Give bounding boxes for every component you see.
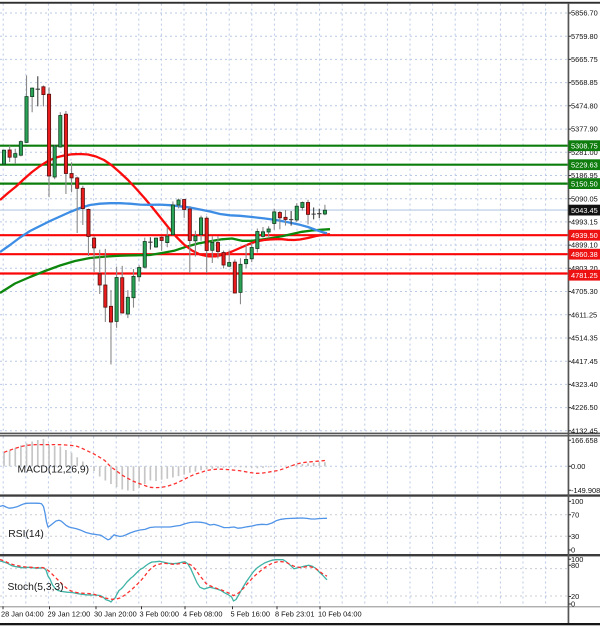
- svg-text:4939.50: 4939.50: [571, 231, 598, 240]
- svg-text:MACD(12,26,9): MACD(12,26,9): [18, 465, 90, 476]
- svg-text:100: 100: [571, 497, 583, 506]
- svg-text:4781.25: 4781.25: [571, 271, 598, 280]
- svg-text:4803.20: 4803.20: [571, 264, 598, 273]
- svg-text:100: 100: [571, 555, 583, 564]
- svg-text:29 Jan 12:00: 29 Jan 12:00: [48, 610, 91, 619]
- svg-text:8 Feb 23:01: 8 Feb 23:01: [275, 610, 314, 619]
- svg-text:5150.50: 5150.50: [571, 179, 598, 188]
- svg-text:5308.75: 5308.75: [571, 142, 598, 151]
- svg-text:4514.35: 4514.35: [571, 334, 598, 343]
- svg-text:0: 0: [571, 546, 575, 555]
- svg-text:5377.90: 5377.90: [571, 125, 598, 134]
- svg-text:4705.30: 4705.30: [571, 287, 598, 296]
- svg-text:5856.70: 5856.70: [571, 9, 598, 18]
- svg-text:4132.45: 4132.45: [571, 426, 598, 435]
- svg-text:5 Feb 16:00: 5 Feb 16:00: [231, 610, 270, 619]
- svg-text:4860.38: 4860.38: [571, 250, 598, 259]
- svg-text:30: 30: [571, 532, 579, 541]
- svg-text:10 Feb 04:00: 10 Feb 04:00: [318, 610, 362, 619]
- svg-text:5090.05: 5090.05: [571, 194, 598, 203]
- svg-text:5043.45: 5043.45: [571, 206, 598, 215]
- svg-text:80: 80: [571, 561, 579, 570]
- svg-text:0.00: 0.00: [571, 462, 585, 471]
- svg-text:30 Jan 20:00: 30 Jan 20:00: [94, 610, 137, 619]
- svg-text:20: 20: [571, 592, 579, 601]
- svg-text:RSI(14): RSI(14): [8, 529, 43, 540]
- svg-text:0: 0: [571, 600, 575, 609]
- svg-text:4417.45: 4417.45: [571, 357, 598, 366]
- svg-text:3 Feb 00:00: 3 Feb 00:00: [140, 610, 179, 619]
- svg-text:4993.15: 4993.15: [571, 218, 598, 227]
- svg-text:5186.95: 5186.95: [571, 171, 598, 180]
- svg-text:5229.63: 5229.63: [571, 161, 598, 170]
- svg-text:4611.25: 4611.25: [571, 310, 597, 319]
- svg-text:Stoch(5,3,3): Stoch(5,3,3): [8, 582, 64, 593]
- svg-text:70: 70: [571, 510, 579, 519]
- svg-text:5281.00: 5281.00: [571, 148, 598, 157]
- svg-text:4899.10: 4899.10: [571, 241, 598, 250]
- svg-text:5665.75: 5665.75: [571, 55, 598, 64]
- svg-text:166.658: 166.658: [571, 436, 598, 445]
- svg-text:5568.85: 5568.85: [571, 78, 598, 87]
- svg-text:5759.80: 5759.80: [571, 32, 598, 41]
- svg-text:5474.80: 5474.80: [571, 101, 598, 110]
- svg-text:4323.40: 4323.40: [571, 380, 598, 389]
- svg-text:4226.50: 4226.50: [571, 403, 598, 412]
- svg-text:-149.908: -149.908: [571, 486, 600, 495]
- svg-text:28 Jan 04:00: 28 Jan 04:00: [1, 610, 44, 619]
- svg-text:4 Feb 08:00: 4 Feb 08:00: [183, 610, 222, 619]
